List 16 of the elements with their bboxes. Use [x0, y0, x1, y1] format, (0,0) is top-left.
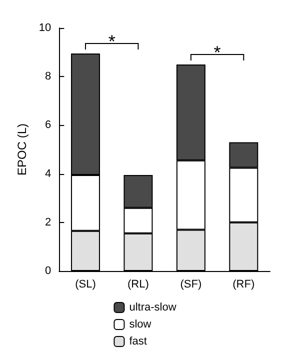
y-tick-label: 8	[45, 70, 52, 83]
y-tick-label: 0	[45, 265, 52, 277]
legend-label: ultra-slow	[129, 302, 176, 314]
y-tick-label: 6	[45, 119, 52, 132]
y-tick-label: 2	[45, 216, 52, 228]
legend-label: slow	[129, 318, 152, 330]
legend-label: fast	[129, 336, 147, 348]
x-tick-label: (SL)	[75, 278, 96, 290]
y-tick-label: 4	[45, 168, 52, 180]
y-tick-label: 10	[38, 22, 52, 34]
y-axis-title: EPOC (L)	[15, 123, 29, 176]
x-tick-label: (RF)	[232, 278, 255, 290]
annotation: *	[214, 42, 221, 62]
x-tick-label: (RL)	[128, 278, 149, 290]
annotation: *	[108, 32, 116, 52]
x-tick-label: (SF)	[180, 278, 202, 290]
